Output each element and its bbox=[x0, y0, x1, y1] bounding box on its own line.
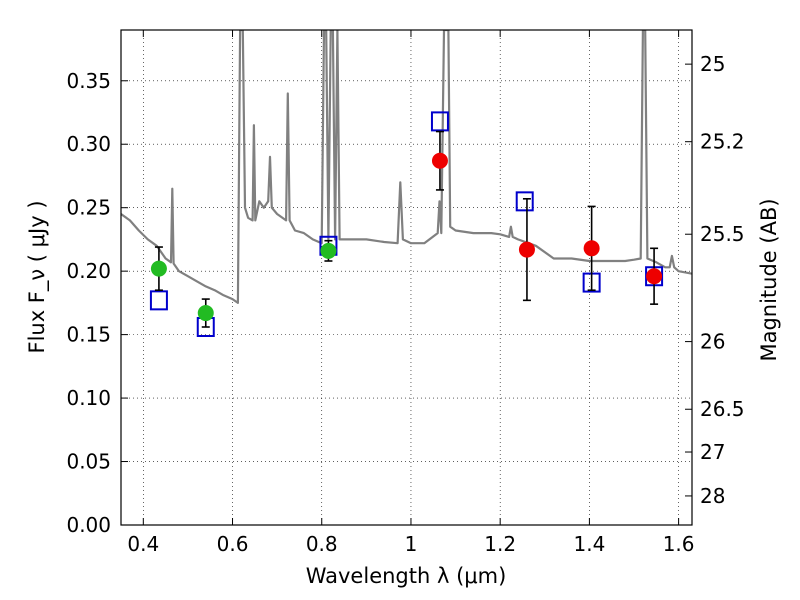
red-data-point bbox=[518, 241, 535, 258]
grid bbox=[121, 30, 692, 526]
right-tick-label: 26 bbox=[700, 330, 725, 354]
x-axis-label: Wavelength λ (μm) bbox=[306, 564, 507, 588]
right-tick-label: 26.5 bbox=[700, 397, 745, 421]
model-box bbox=[149, 290, 168, 311]
green-data-point bbox=[320, 242, 337, 259]
y-tick-label: 0.20 bbox=[66, 259, 111, 283]
axes: 0.4 0.6 0.8 1 1.2 1.4 1.6 0.00 0.05 0.10 0.15 0.20 0… bbox=[66, 30, 745, 556]
right-tick-label: 27 bbox=[700, 440, 725, 464]
x-tick-label: 1.6 bbox=[663, 532, 695, 556]
y-axis-right-label: Magnitude (AB) bbox=[757, 198, 781, 361]
y-tick-label: 0.00 bbox=[66, 513, 111, 537]
red-data-point bbox=[646, 268, 663, 285]
x-tick-label: 0.8 bbox=[306, 532, 338, 556]
green-data-point bbox=[150, 260, 167, 277]
y-tick-label: 0.35 bbox=[66, 69, 111, 93]
x-tick-label: 1 bbox=[405, 532, 418, 556]
x-tick-label: 0.6 bbox=[217, 532, 249, 556]
x-tick-label: 1.2 bbox=[484, 532, 516, 556]
y-axis-label: Flux F_ν ( μJy ) bbox=[25, 200, 50, 353]
x-tick-label: 0.4 bbox=[127, 532, 159, 556]
right-tick-label: 25.5 bbox=[700, 222, 745, 246]
y-tick-label: 0.25 bbox=[66, 196, 111, 220]
y-tick-label: 0.10 bbox=[66, 386, 111, 410]
model-box bbox=[430, 111, 449, 132]
x-tick-label: 1.4 bbox=[573, 532, 605, 556]
plot-frame bbox=[120, 29, 693, 526]
red-data-point bbox=[431, 152, 448, 169]
right-tick-label: 25 bbox=[700, 52, 725, 76]
model-box bbox=[515, 191, 534, 212]
right-tick-label: 25.2 bbox=[700, 130, 745, 154]
green-data-point bbox=[197, 305, 214, 322]
plot-area bbox=[121, 30, 692, 337]
red-data-point bbox=[583, 240, 600, 257]
sed-line bbox=[121, 30, 692, 304]
y-tick-label: 0.05 bbox=[66, 450, 111, 474]
y-tick-label: 0.15 bbox=[66, 323, 111, 347]
y-tick-label: 0.30 bbox=[66, 132, 111, 156]
right-tick-label: 28 bbox=[700, 484, 725, 508]
